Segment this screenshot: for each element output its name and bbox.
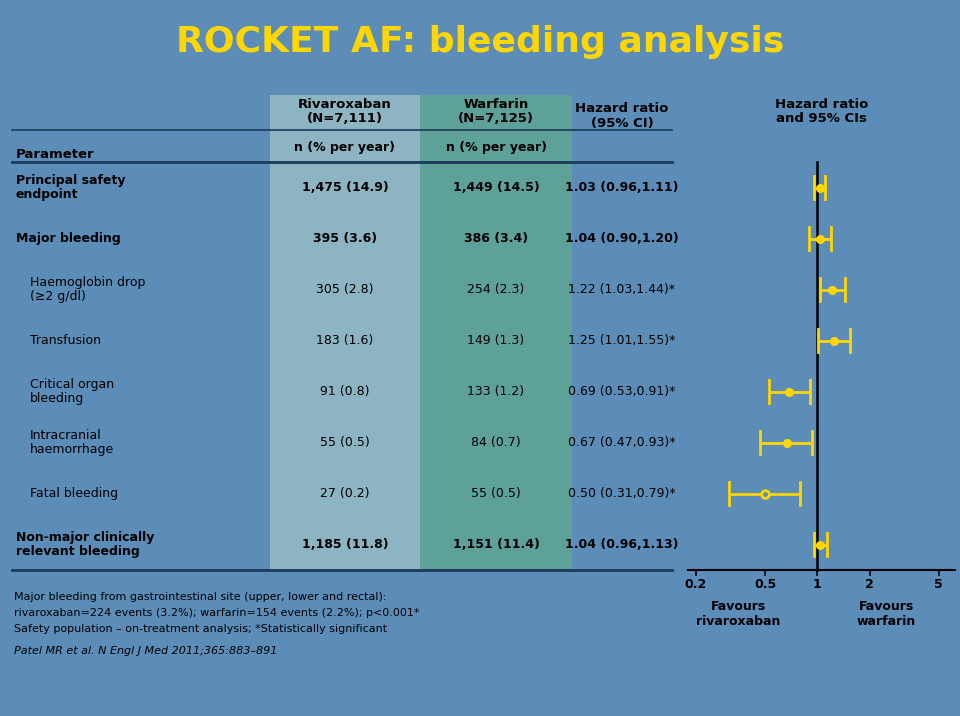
Text: 1.25 (1.01,1.55)*: 1.25 (1.01,1.55)* [568, 334, 676, 347]
Text: 1.22 (1.03,1.44)*: 1.22 (1.03,1.44)* [568, 283, 676, 296]
Text: 55 (0.5): 55 (0.5) [471, 487, 521, 500]
Text: ROCKET AF: bleeding analysis: ROCKET AF: bleeding analysis [176, 25, 784, 59]
Text: bleeding: bleeding [30, 392, 84, 405]
Text: and 95% CIs: and 95% CIs [776, 112, 867, 125]
Text: 0.69 (0.53,0.91)*: 0.69 (0.53,0.91)* [568, 385, 676, 398]
Text: 1,151 (11.4): 1,151 (11.4) [452, 538, 540, 551]
Text: 1,185 (11.8): 1,185 (11.8) [301, 538, 388, 551]
Text: 55 (0.5): 55 (0.5) [320, 436, 370, 449]
Text: Rivaroxaban: Rivaroxaban [299, 97, 392, 110]
Text: 305 (2.8): 305 (2.8) [316, 283, 373, 296]
Text: 0.5: 0.5 [754, 578, 777, 591]
Text: 0.50 (0.31,0.79)*: 0.50 (0.31,0.79)* [568, 487, 676, 500]
Text: (95% CI): (95% CI) [590, 117, 654, 130]
Text: relevant bleeding: relevant bleeding [16, 545, 140, 558]
Text: Patel MR et al. N Engl J Med 2011;365:883–891: Patel MR et al. N Engl J Med 2011;365:88… [14, 646, 277, 656]
Text: 1,449 (14.5): 1,449 (14.5) [452, 181, 540, 194]
Text: (N=7,111): (N=7,111) [307, 112, 383, 125]
Text: Intracranial: Intracranial [30, 429, 102, 442]
Text: Critical organ: Critical organ [30, 378, 114, 391]
Text: 2: 2 [865, 578, 874, 591]
Text: 1.04 (0.90,1.20): 1.04 (0.90,1.20) [565, 232, 679, 245]
Text: 91 (0.8): 91 (0.8) [321, 385, 370, 398]
Text: Warfarin: Warfarin [464, 97, 529, 110]
Text: Parameter: Parameter [16, 148, 95, 162]
Text: Fatal bleeding: Fatal bleeding [30, 487, 118, 500]
Text: Safety population – on-treatment analysis; *Statistically significant: Safety population – on-treatment analysi… [14, 624, 387, 634]
Text: haemorrhage: haemorrhage [30, 443, 114, 456]
Text: Hazard ratio: Hazard ratio [775, 97, 868, 110]
Text: (≥2 g/dl): (≥2 g/dl) [30, 290, 85, 303]
Text: 386 (3.4): 386 (3.4) [464, 232, 528, 245]
Text: (N=7,125): (N=7,125) [458, 112, 534, 125]
Text: Favours
warfarin: Favours warfarin [857, 600, 916, 628]
Bar [270, 95, 420, 570]
Bar [420, 95, 572, 570]
Text: 84 (0.7): 84 (0.7) [471, 436, 521, 449]
Text: Principal safety: Principal safety [16, 174, 126, 187]
Text: 0.67 (0.47,0.93)*: 0.67 (0.47,0.93)* [568, 436, 676, 449]
Text: 149 (1.3): 149 (1.3) [468, 334, 524, 347]
Text: 27 (0.2): 27 (0.2) [321, 487, 370, 500]
Text: n (% per year): n (% per year) [295, 140, 396, 153]
Text: n (% per year): n (% per year) [445, 140, 546, 153]
Text: Favours
rivaroxaban: Favours rivaroxaban [696, 600, 780, 628]
Text: Major bleeding from gastrointestinal site (upper, lower and rectal):: Major bleeding from gastrointestinal sit… [14, 592, 387, 602]
Text: 1: 1 [813, 578, 822, 591]
Text: 0.2: 0.2 [684, 578, 708, 591]
Text: 5: 5 [934, 578, 943, 591]
Text: 1.04 (0.96,1.13): 1.04 (0.96,1.13) [565, 538, 679, 551]
Text: rivaroxaban=224 events (3.2%); warfarin=154 events (2.2%); p<0.001*: rivaroxaban=224 events (3.2%); warfarin=… [14, 608, 420, 618]
Text: 395 (3.6): 395 (3.6) [313, 232, 377, 245]
Text: Transfusion: Transfusion [30, 334, 101, 347]
Text: 183 (1.6): 183 (1.6) [317, 334, 373, 347]
Text: 254 (2.3): 254 (2.3) [468, 283, 524, 296]
Text: endpoint: endpoint [16, 188, 79, 201]
Text: 133 (1.2): 133 (1.2) [468, 385, 524, 398]
Text: Hazard ratio: Hazard ratio [575, 102, 669, 115]
Text: Non-major clinically: Non-major clinically [16, 531, 155, 544]
Text: Haemoglobin drop: Haemoglobin drop [30, 276, 145, 289]
Text: 1,475 (14.9): 1,475 (14.9) [301, 181, 389, 194]
Text: 1.03 (0.96,1.11): 1.03 (0.96,1.11) [565, 181, 679, 194]
Text: Major bleeding: Major bleeding [16, 232, 121, 245]
